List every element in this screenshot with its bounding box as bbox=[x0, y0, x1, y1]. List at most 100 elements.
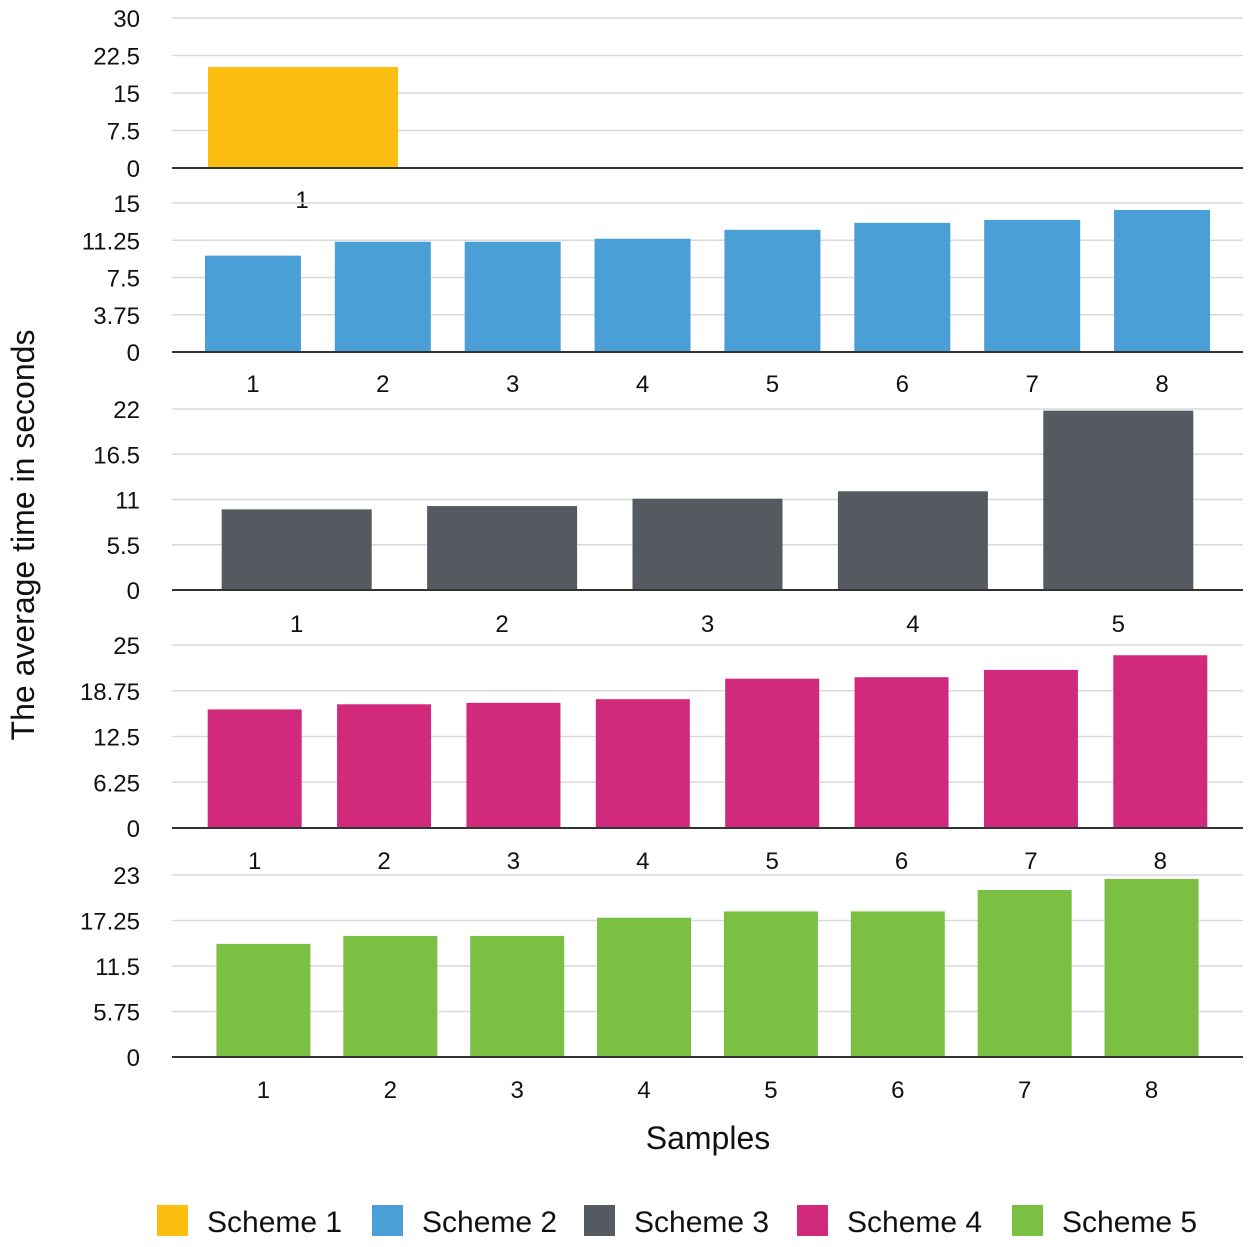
bar-scheme-5-2 bbox=[343, 935, 438, 1057]
x-axis-title: Samples bbox=[646, 1120, 771, 1156]
bar-scheme-2-6 bbox=[854, 222, 951, 352]
x-tick-label: 4 bbox=[906, 611, 919, 638]
y-axis-title: The average time in seconds bbox=[5, 330, 41, 741]
x-tick-label: 2 bbox=[377, 848, 390, 875]
bar-scheme-5-5 bbox=[723, 911, 818, 1057]
y-tick-label: 22.5 bbox=[93, 44, 140, 71]
bar-scheme-2-7 bbox=[984, 219, 1081, 352]
legend-swatch bbox=[797, 1205, 828, 1236]
x-tick-label: 6 bbox=[895, 848, 908, 875]
bar-scheme-4-6 bbox=[854, 677, 949, 828]
bar-scheme-5-4 bbox=[597, 917, 692, 1057]
y-tick-label: 5.5 bbox=[107, 533, 140, 560]
x-tick-label: 1 bbox=[246, 371, 259, 398]
y-tick-label: 6.25 bbox=[93, 770, 140, 797]
bar-scheme-2-5 bbox=[724, 229, 821, 352]
x-tick-label: 5 bbox=[766, 848, 779, 875]
legend-label: Scheme 3 bbox=[634, 1206, 769, 1239]
y-tick-label: 18.75 bbox=[80, 679, 140, 706]
x-tick-label: 2 bbox=[384, 1077, 397, 1104]
y-tick-label: 15 bbox=[113, 81, 140, 108]
bar-scheme-4-2 bbox=[337, 704, 432, 828]
bar-scheme-4-7 bbox=[983, 669, 1078, 828]
bar-scheme-3-3 bbox=[632, 498, 783, 590]
panel-4: 0 6.25 12.5 18.75 25 1 2 3 4 5 6 7 8 bbox=[80, 633, 1243, 875]
legend-item-1: Scheme 1 bbox=[157, 1205, 342, 1239]
bar-scheme-1-1 bbox=[208, 67, 398, 168]
bar-scheme-4-3 bbox=[466, 702, 561, 828]
y-tick-label: 11.25 bbox=[82, 228, 140, 255]
x-tick-label: 2 bbox=[376, 371, 389, 398]
bar-scheme-2-3 bbox=[464, 241, 561, 352]
legend-item-2: Scheme 2 bbox=[372, 1205, 557, 1239]
y-tick-label: 7.5 bbox=[107, 266, 140, 293]
x-tick-label: 6 bbox=[896, 371, 909, 398]
panel-1: 0 7.5 15 22.5 30 1 bbox=[93, 6, 1243, 214]
x-tick-label: 2 bbox=[495, 611, 508, 638]
x-tick-label: 7 bbox=[1024, 848, 1037, 875]
x-tick-label: 1 bbox=[257, 1077, 270, 1104]
y-tick-label: 3.75 bbox=[93, 303, 140, 330]
x-tick-label: 3 bbox=[511, 1077, 524, 1104]
panel-3: 0 5.5 11 16.5 22 1 2 3 4 5 bbox=[93, 397, 1243, 638]
bar-scheme-2-4 bbox=[594, 238, 691, 352]
legend-item-4: Scheme 4 bbox=[797, 1205, 982, 1239]
bar-scheme-4-1 bbox=[207, 709, 302, 828]
legend-item-5: Scheme 5 bbox=[1012, 1205, 1197, 1239]
bar-scheme-2-1 bbox=[204, 255, 301, 352]
bar-scheme-5-6 bbox=[850, 911, 945, 1057]
y-tick-label: 12.5 bbox=[93, 725, 140, 752]
bar-scheme-2-8 bbox=[1114, 209, 1211, 352]
x-tick-label: 3 bbox=[506, 371, 519, 398]
bar-scheme-3-4 bbox=[837, 491, 988, 590]
bar-scheme-4-8 bbox=[1113, 655, 1208, 828]
bar-scheme-4-5 bbox=[725, 678, 820, 828]
y-tick-label: 11.5 bbox=[95, 954, 140, 981]
legend-item-3: Scheme 3 bbox=[584, 1205, 769, 1239]
x-tick-label: 6 bbox=[891, 1077, 904, 1104]
bar-scheme-3-5 bbox=[1043, 410, 1194, 590]
y-tick-label: 0 bbox=[127, 1045, 140, 1072]
x-tick-label: 1 bbox=[295, 187, 308, 214]
x-tick-label: 3 bbox=[701, 611, 714, 638]
x-tick-label: 5 bbox=[764, 1077, 777, 1104]
bar-scheme-5-7 bbox=[977, 890, 1072, 1057]
bar-scheme-3-1 bbox=[221, 509, 372, 590]
x-tick-label: 1 bbox=[248, 848, 261, 875]
y-tick-label: 0 bbox=[127, 156, 140, 183]
y-tick-label: 0 bbox=[127, 578, 140, 605]
x-tick-label: 8 bbox=[1155, 371, 1168, 398]
x-tick-label: 8 bbox=[1154, 848, 1167, 875]
legend: Scheme 1 Scheme 2 Scheme 3 Scheme 4 Scheme 5 bbox=[157, 1205, 1197, 1239]
bar-scheme-5-1 bbox=[216, 943, 311, 1057]
bar-scheme-2-2 bbox=[334, 241, 431, 352]
legend-swatch bbox=[584, 1205, 615, 1236]
legend-label: Scheme 5 bbox=[1062, 1206, 1197, 1239]
y-tick-label: 15 bbox=[113, 191, 140, 218]
x-tick-label: 1 bbox=[290, 611, 303, 638]
legend-swatch bbox=[157, 1205, 188, 1236]
x-tick-label: 7 bbox=[1026, 371, 1039, 398]
y-tick-label: 25 bbox=[113, 633, 140, 660]
bar-scheme-5-3 bbox=[470, 935, 565, 1057]
legend-label: Scheme 2 bbox=[422, 1206, 557, 1239]
x-tick-label: 8 bbox=[1145, 1077, 1158, 1104]
x-tick-label: 5 bbox=[1112, 611, 1125, 638]
y-tick-label: 7.5 bbox=[107, 119, 140, 146]
panel-2: 0 3.75 7.5 11.25 15 1 2 3 4 5 6 7 8 bbox=[82, 191, 1243, 398]
y-tick-label: 0 bbox=[127, 816, 140, 843]
x-tick-label: 4 bbox=[636, 848, 649, 875]
y-tick-label: 22 bbox=[113, 397, 140, 424]
legend-label: Scheme 4 bbox=[847, 1206, 982, 1239]
y-tick-label: 16.5 bbox=[93, 442, 140, 469]
bar-scheme-5-8 bbox=[1104, 878, 1199, 1057]
x-tick-label: 7 bbox=[1018, 1077, 1031, 1104]
x-tick-label: 4 bbox=[636, 371, 649, 398]
y-tick-label: 0 bbox=[127, 340, 140, 367]
legend-label: Scheme 1 bbox=[207, 1206, 342, 1239]
x-tick-label: 5 bbox=[766, 371, 779, 398]
y-tick-label: 17.25 bbox=[80, 909, 140, 936]
